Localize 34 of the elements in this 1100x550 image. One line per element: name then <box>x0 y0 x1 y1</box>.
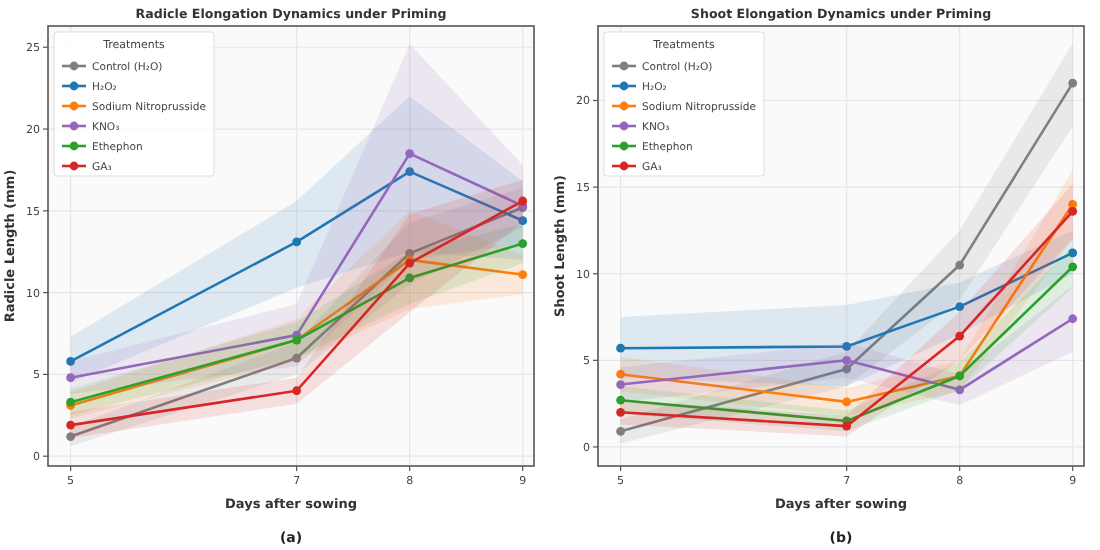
point <box>842 397 852 407</box>
point <box>842 421 852 431</box>
point <box>616 343 625 353</box>
point <box>842 342 852 351</box>
point <box>955 302 965 312</box>
point <box>616 426 625 436</box>
point <box>518 196 528 206</box>
point <box>1068 78 1078 88</box>
point <box>842 364 852 374</box>
point <box>616 369 625 379</box>
point <box>1068 248 1078 258</box>
point <box>955 331 965 341</box>
point <box>616 407 625 417</box>
point <box>842 355 852 365</box>
point <box>616 380 625 389</box>
point <box>1068 314 1078 324</box>
point <box>518 216 528 226</box>
point <box>292 386 302 396</box>
point <box>66 432 75 441</box>
point <box>66 420 75 430</box>
point <box>292 237 302 247</box>
point <box>405 149 415 158</box>
point <box>518 239 528 248</box>
point <box>955 385 965 395</box>
point <box>955 260 965 270</box>
point <box>405 167 415 176</box>
point <box>405 273 415 283</box>
point <box>292 353 302 363</box>
point <box>1068 262 1078 272</box>
point <box>518 270 528 280</box>
point <box>1068 206 1078 216</box>
point <box>66 373 75 383</box>
point <box>66 356 75 366</box>
point <box>616 395 625 405</box>
